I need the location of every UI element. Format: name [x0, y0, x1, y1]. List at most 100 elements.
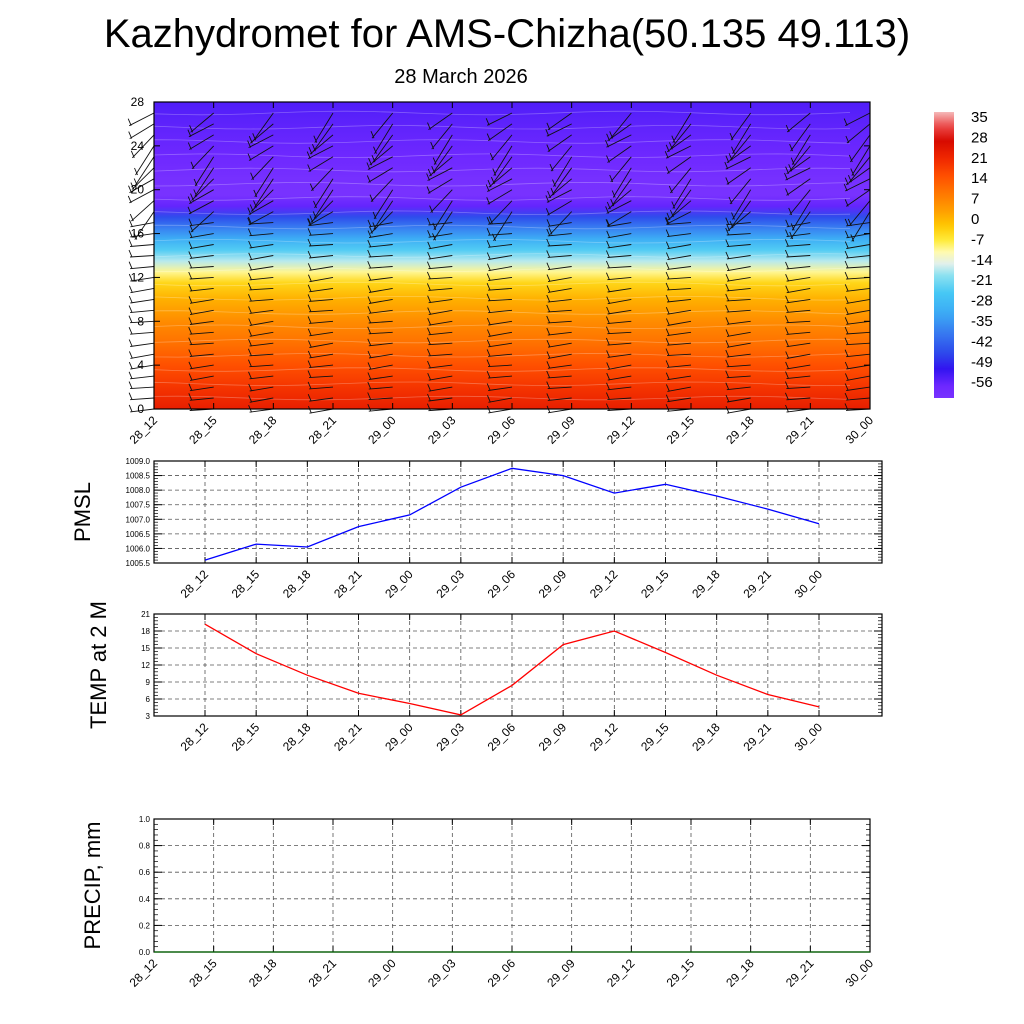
wind-barb: [368, 342, 393, 347]
x-tick-label: 29_06: [485, 567, 519, 601]
wind-barb-feather: [545, 129, 550, 137]
wind-barb: [667, 309, 692, 315]
wind-barb: [188, 123, 214, 138]
y-tick-label: 28: [131, 95, 145, 109]
wind-barb-feather: [486, 240, 491, 248]
contour-line: [153, 267, 851, 273]
wind-barb-feather: [128, 219, 133, 227]
x-tick-label: 28_15: [186, 413, 220, 447]
wind-barb-feather: [724, 161, 729, 170]
wind-barb: [845, 189, 871, 207]
wind-barb: [607, 145, 632, 163]
wind-barb-feather: [665, 360, 670, 368]
colorbar-label: -21: [971, 272, 993, 289]
wind-barb-feather: [605, 337, 610, 346]
wind-barb: [428, 375, 453, 381]
wind-barb: [547, 255, 572, 258]
wind-barb-feather: [847, 175, 852, 183]
wind-barb-feather: [485, 184, 490, 192]
wind-barb: [129, 255, 155, 258]
wind-barb-feather: [187, 196, 192, 204]
wind-barb: [846, 244, 871, 249]
wind-barb: [248, 134, 274, 149]
y-tick-label: 6: [146, 695, 151, 704]
wind-barb-feather: [671, 201, 676, 209]
wind-barb-feather: [134, 167, 138, 176]
wind-barb-feather: [665, 229, 670, 237]
wind-barb-feather: [844, 349, 849, 357]
wind-barb: [488, 222, 513, 225]
y-tick-label: 1008.5: [126, 472, 151, 481]
wind-barb: [253, 112, 274, 141]
wind-barb: [845, 342, 871, 346]
wind-barb-feather: [367, 249, 372, 258]
wind-barb: [433, 134, 453, 165]
wind-barb-feather: [128, 351, 133, 359]
wind-barb: [667, 244, 692, 250]
wind-barb: [129, 178, 155, 194]
wind-barb: [368, 244, 393, 248]
wind-barb: [732, 189, 752, 220]
wind-barb-feather: [486, 317, 491, 326]
colorbar: [934, 112, 954, 398]
wind-barb-feather: [248, 338, 252, 347]
wind-barb: [368, 233, 393, 238]
y-tick-label: 12: [131, 270, 145, 284]
wind-barb: [487, 112, 513, 126]
wind-barb-feather: [307, 381, 312, 390]
wind-barb-feather: [665, 328, 670, 336]
wind-barb-feather: [725, 382, 730, 390]
wind-barb-feather: [665, 282, 670, 291]
contour-line: [153, 281, 851, 287]
wind-barb-feather: [785, 274, 790, 282]
wind-barb-feather: [370, 131, 375, 139]
wind-barb-feather: [606, 230, 611, 238]
wind-barb: [488, 331, 513, 337]
wind-barb-feather: [790, 223, 795, 231]
wind-barb: [191, 178, 215, 201]
wind-barb-feather: [427, 393, 431, 402]
x-tick-label: 29_15: [664, 956, 698, 990]
wind-barb-feather: [844, 199, 849, 207]
wind-barb-feather: [784, 249, 789, 258]
wind-barb: [786, 397, 811, 401]
wind-barb-feather: [784, 327, 789, 335]
x-tick-label: 29_03: [433, 567, 467, 601]
wind-barb-feather: [546, 304, 551, 313]
wind-barb: [846, 123, 871, 144]
wind-barb-feather: [188, 218, 193, 226]
wind-barb: [130, 276, 155, 282]
wind-barb: [129, 320, 155, 324]
wind-barb: [373, 189, 394, 220]
wind-barb: [547, 320, 572, 324]
wind-barb: [547, 331, 572, 336]
wind-barb: [607, 364, 632, 370]
wind-barb-feather: [128, 285, 133, 293]
wind-barb-feather: [188, 349, 193, 357]
y-tick-label: 0: [137, 402, 144, 416]
wind-barb-feather: [844, 271, 849, 280]
wind-barb-feather: [725, 370, 730, 378]
wind-barb-feather: [665, 338, 670, 346]
wind-barb: [189, 320, 214, 325]
wind-barb-feather: [307, 406, 312, 414]
wind-barb: [672, 178, 692, 209]
colorbar-label: 28: [971, 129, 988, 146]
wind-barb: [309, 320, 334, 324]
wind-barb: [249, 320, 274, 326]
wind-barb-feather: [664, 217, 669, 225]
temp-2m-axis-label: TEMP at 2 M: [86, 601, 111, 729]
x-tick-label: 29_15: [664, 413, 698, 447]
wind-barb-feather: [427, 230, 432, 238]
wind-barb: [309, 255, 334, 259]
wind-barb-feather: [485, 118, 490, 126]
wind-barb: [547, 309, 572, 313]
wind-barb-feather: [432, 157, 437, 165]
wind-barb-feather: [188, 230, 193, 238]
wind-barb: [786, 342, 811, 348]
contour-line: [153, 338, 851, 344]
wind-barb-feather: [731, 212, 735, 220]
wind-barb: [368, 331, 393, 335]
wind-barb: [789, 145, 811, 172]
wind-barb-feather: [844, 317, 849, 325]
